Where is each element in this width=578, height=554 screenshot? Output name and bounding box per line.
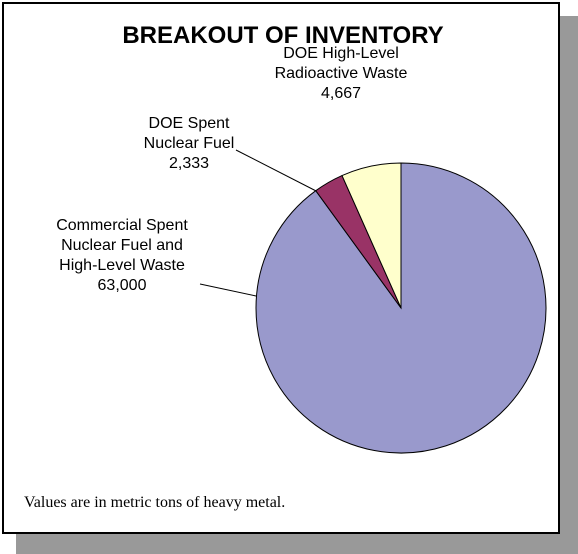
slice-label: Commercial Spent Nuclear Fuel and High-L… xyxy=(52,216,192,296)
category-label: Commercial Spent Nuclear Fuel and High-L… xyxy=(56,217,188,274)
chart xyxy=(199,149,547,454)
chart-frame: BREAKOUT OF INVENTORY DOE High-Level Rad… xyxy=(2,2,560,534)
value-label: 2,333 xyxy=(168,155,210,172)
slice-label: DOE High-Level Radioactive Waste 4,667 xyxy=(266,44,416,104)
footnote: Values are in metric tons of heavy metal… xyxy=(24,494,286,511)
leader-line xyxy=(235,149,323,195)
value-label: 63,000 xyxy=(97,277,147,294)
category-label: DOE Spent Nuclear Fuel xyxy=(143,115,235,152)
pie-slice xyxy=(341,162,402,309)
value-label: 4,667 xyxy=(320,85,362,102)
slice-label: DOE Spent Nuclear Fuel 2,333 xyxy=(134,114,244,174)
category-label: DOE High-Level Radioactive Waste xyxy=(274,45,408,82)
chart-title: BREAKOUT OF INVENTORY xyxy=(122,22,444,49)
leader-line xyxy=(199,283,257,297)
